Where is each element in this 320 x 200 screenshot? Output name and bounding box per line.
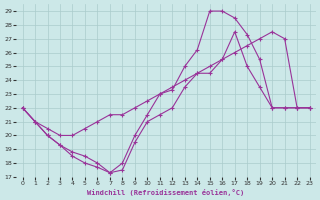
X-axis label: Windchill (Refroidissement éolien,°C): Windchill (Refroidissement éolien,°C) [87,189,245,196]
